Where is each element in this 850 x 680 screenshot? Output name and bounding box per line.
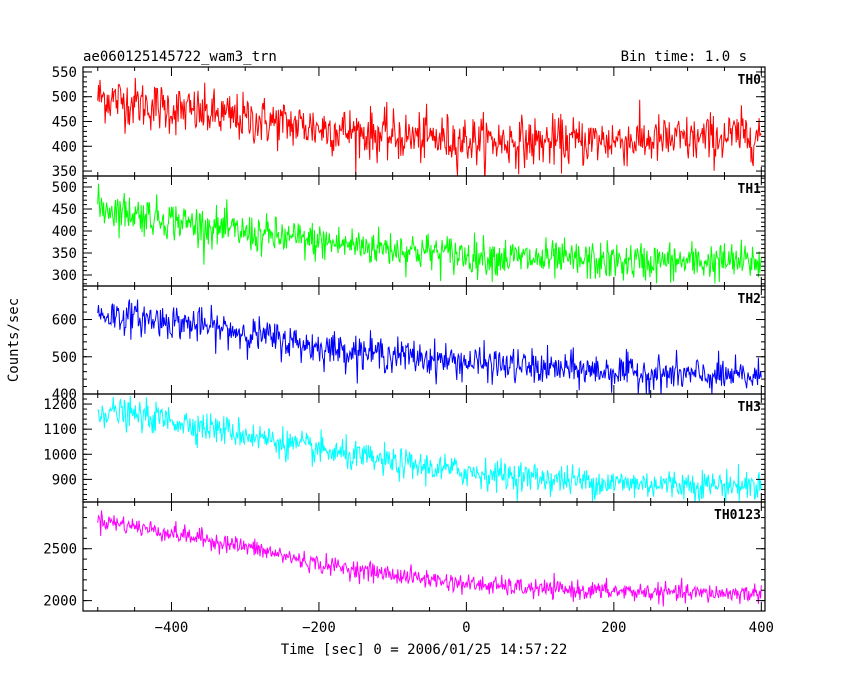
y-tick-label: 450 — [52, 115, 77, 131]
y-tick-label: 400 — [52, 139, 77, 155]
series-line-th0123 — [97, 510, 762, 607]
series-line-th2 — [97, 299, 762, 394]
y-tick-label: 350 — [52, 246, 77, 262]
panel-th1: 300 350 400 450 500 TH1 — [52, 175, 766, 287]
panel-frame — [82, 175, 766, 287]
panel-label-th2: TH2 — [738, 292, 761, 307]
x-tick-label: 200 — [601, 620, 626, 636]
panel-frame — [82, 285, 766, 395]
y-tick-label: 350 — [52, 164, 77, 180]
x-tick-label: −400 — [155, 620, 189, 636]
y-tick-label: 1200 — [43, 397, 77, 413]
series-line-th1 — [97, 183, 762, 284]
y-tick-label: 2000 — [43, 594, 77, 610]
panel-th3: 900 1000 1100 1200 TH3 — [43, 393, 766, 503]
y-tick-label: 2500 — [43, 542, 77, 558]
plot-title-left: ae060125145722_wam3_trn — [83, 49, 277, 65]
y-tick-label: 500 — [52, 180, 77, 196]
x-axis-label: Time [sec] 0 = 2006/01/25 14:57:22 — [281, 642, 568, 658]
y-tick-label: 600 — [52, 313, 77, 329]
panels-group: 350 400 450 500 550 TH0 300 350 400 450 500 TH1 400 5… — [43, 65, 774, 636]
y-tick-label: 400 — [52, 224, 77, 240]
y-tick-label: 500 — [52, 90, 77, 106]
y-tick-label: 450 — [52, 202, 77, 218]
panel-th0123: 2000 2500 TH0123 — [43, 501, 766, 612]
plot-title-right: Bin time: 1.0 s — [621, 49, 747, 65]
series-line-th0 — [97, 77, 762, 176]
y-axis-label: Counts/sec — [6, 298, 22, 382]
x-tick-label: 0 — [462, 620, 470, 636]
panel-label-th1: TH1 — [738, 182, 762, 197]
y-tick-label: 300 — [52, 268, 77, 284]
y-tick-label: 500 — [52, 350, 77, 366]
panel-frame — [82, 501, 766, 612]
x-tick-label: 400 — [749, 620, 774, 636]
y-tick-label: 550 — [52, 65, 77, 81]
panel-th0: 350 400 450 500 550 TH0 — [52, 65, 766, 180]
y-tick-label: 1000 — [43, 447, 77, 463]
panel-label-th3: TH3 — [738, 400, 761, 415]
panel-th2: 400 500 600 TH2 — [52, 285, 766, 403]
series-line-th3 — [97, 395, 762, 502]
x-tick-label: −200 — [302, 620, 336, 636]
y-tick-label: 400 — [52, 387, 77, 403]
panel-label-th0123: TH0123 — [714, 508, 761, 523]
y-tick-label: 900 — [52, 472, 77, 488]
panel-label-th0: TH0 — [738, 73, 762, 88]
y-tick-label: 1100 — [43, 422, 77, 438]
